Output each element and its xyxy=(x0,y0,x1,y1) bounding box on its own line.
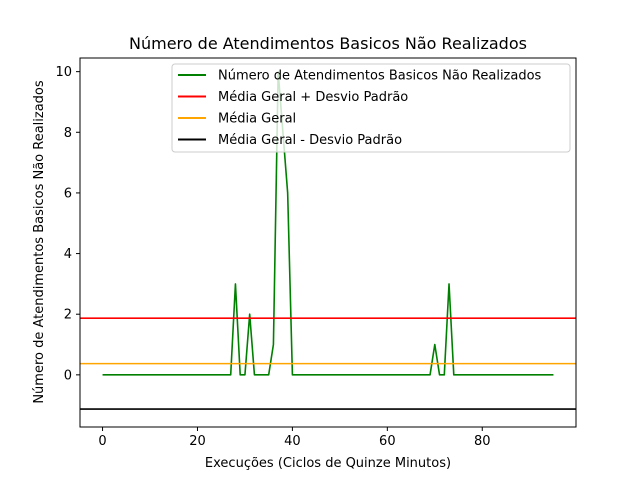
y-tick-label: 6 xyxy=(64,186,72,201)
x-axis-ticks: 0 20 40 60 80 xyxy=(98,427,491,449)
y-axis-ticks: 0 2 4 6 8 10 xyxy=(55,65,80,383)
x-tick-label: 40 xyxy=(284,434,301,449)
x-axis-label: Execuções (Ciclos de Quinze Minutos) xyxy=(205,456,451,471)
legend-label: Média Geral - Desvio Padrão xyxy=(218,133,402,148)
legend-label: Média Geral + Desvio Padrão xyxy=(218,90,408,105)
y-tick-label: 2 xyxy=(64,308,72,323)
y-axis-label: Número de Atendimentos Basicos Não Reali… xyxy=(32,80,47,404)
y-tick-label: 10 xyxy=(55,65,72,80)
y-tick-label: 8 xyxy=(64,126,72,141)
legend-box xyxy=(171,63,571,153)
plot-area xyxy=(80,70,576,410)
chart-title: Número de Atendimentos Basicos Não Reali… xyxy=(129,34,527,53)
legend-label: Média Geral xyxy=(218,112,296,127)
legend: Número de Atendimentos Basicos Não Reali… xyxy=(171,63,571,153)
x-tick-label: 0 xyxy=(98,434,106,449)
y-tick-label: 4 xyxy=(64,247,72,262)
axes-frame xyxy=(79,57,577,428)
series-line-main xyxy=(102,70,554,376)
y-tick-label: 0 xyxy=(64,368,72,383)
x-tick-label: 20 xyxy=(189,434,206,449)
x-tick-label: 80 xyxy=(474,434,491,449)
legend-label: Número de Atendimentos Basicos Não Reali… xyxy=(218,69,542,84)
x-tick-label: 60 xyxy=(379,434,396,449)
series-lines xyxy=(80,70,576,410)
